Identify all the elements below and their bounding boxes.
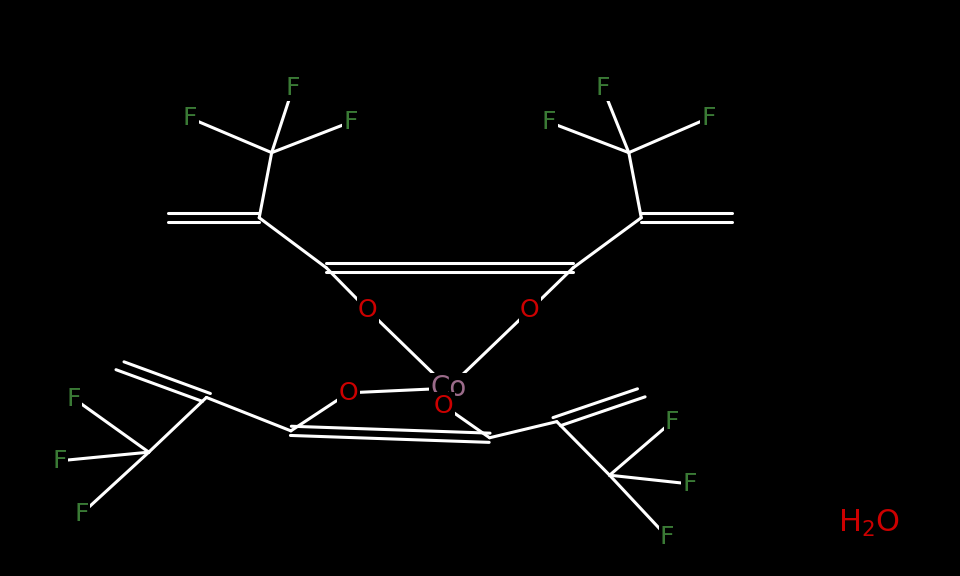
Text: F: F [52, 449, 67, 473]
Text: F: F [285, 76, 300, 100]
Text: O: O [339, 381, 358, 405]
Text: O: O [358, 298, 377, 322]
Text: O: O [520, 298, 540, 322]
Text: H$_2$O: H$_2$O [838, 507, 900, 539]
Text: F: F [701, 106, 716, 130]
Text: F: F [664, 410, 680, 434]
Text: F: F [682, 472, 697, 496]
Text: O: O [434, 393, 453, 418]
Text: F: F [182, 106, 198, 130]
Text: F: F [74, 502, 89, 526]
Text: F: F [595, 76, 611, 100]
Text: Co: Co [430, 374, 467, 402]
Text: F: F [660, 525, 675, 549]
Text: F: F [66, 386, 82, 411]
Text: F: F [541, 110, 557, 134]
Text: F: F [343, 110, 358, 134]
